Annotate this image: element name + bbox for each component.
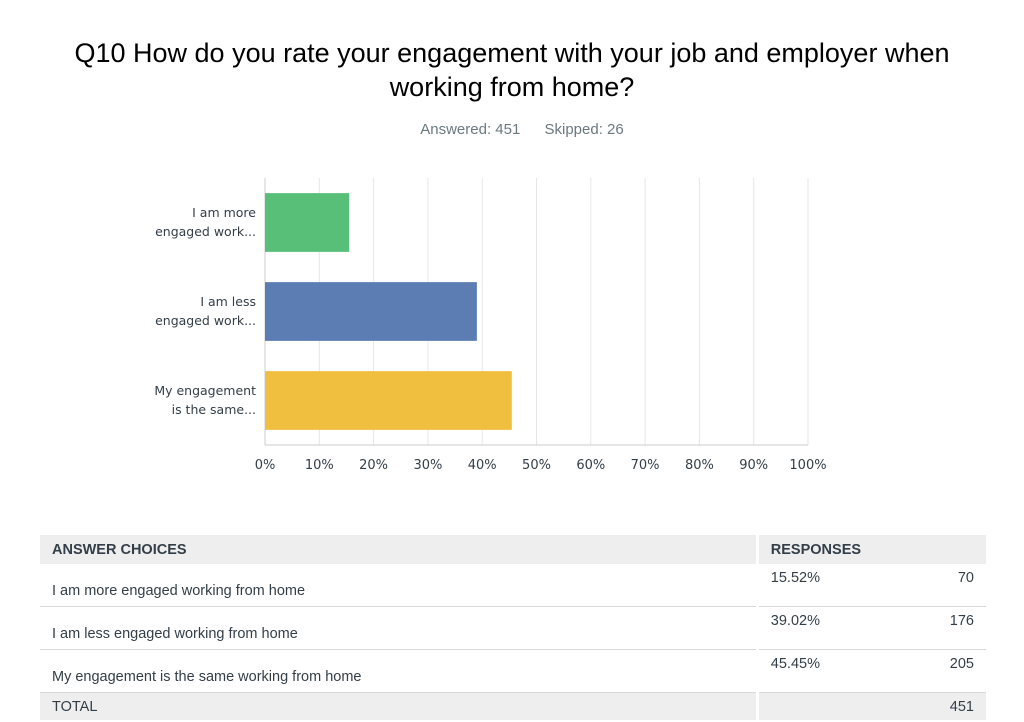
bar: [265, 193, 350, 252]
row-choice: I am more engaged working from home: [40, 564, 758, 607]
answered-count: Answered: 451: [420, 121, 521, 138]
row-percent: 45.45%: [755, 649, 883, 693]
responses-header: RESPONSES: [755, 535, 986, 564]
x-tick-label: 20%: [359, 458, 388, 473]
row-count: 205: [882, 649, 986, 693]
total-row: TOTAL 451: [40, 692, 986, 720]
total-blank: [755, 692, 883, 720]
category-label: engaged work...: [155, 224, 256, 239]
bar: [265, 282, 477, 341]
x-tick-label: 50%: [522, 458, 551, 473]
question-title: Q10 How do you rate your engagement with…: [74, 38, 950, 102]
category-label: engaged work...: [155, 313, 256, 328]
category-label: I am more: [192, 205, 256, 220]
row-percent: 39.02%: [755, 606, 883, 650]
table-row: I am less engaged working from home 39.0…: [40, 606, 986, 650]
row-choice: I am less engaged working from home: [40, 606, 758, 650]
x-tick-label: 40%: [468, 458, 497, 473]
total-count: 451: [882, 692, 986, 720]
x-tick-label: 80%: [685, 458, 714, 473]
bar-chart: 0% 10% 20% 30% 40% 50% 60% 70% 80% 90% 100% I am mo…: [154, 178, 827, 473]
table-row: My engagement is the same working from h…: [40, 649, 986, 693]
x-tick-label: 10%: [305, 458, 334, 473]
skipped-count: Skipped: 26: [544, 121, 624, 138]
response-stats: Answered: 451 Skipped: 26: [0, 121, 1024, 138]
answer-choices-header: ANSWER CHOICES: [40, 535, 758, 564]
x-tick-label: 90%: [739, 458, 768, 473]
table-header-row: ANSWER CHOICES RESPONSES: [40, 535, 986, 564]
category-label: I am less: [200, 294, 256, 309]
row-count: 70: [882, 564, 986, 607]
total-label: TOTAL: [40, 692, 758, 720]
row-count: 176: [882, 606, 986, 650]
row-percent: 15.52%: [755, 564, 883, 607]
category-label: is the same...: [172, 402, 256, 417]
row-choice: My engagement is the same working from h…: [40, 649, 758, 693]
x-tick-label: 100%: [789, 458, 826, 473]
x-tick-label: 70%: [631, 458, 660, 473]
results-table: ANSWER CHOICES RESPONSES I am more engag…: [40, 535, 986, 720]
bar: [265, 371, 512, 430]
x-tick-label: 60%: [576, 458, 605, 473]
x-tick-label: 0%: [255, 458, 276, 473]
x-tick-label: 30%: [413, 458, 442, 473]
category-label: My engagement: [154, 383, 256, 398]
table-row: I am more engaged working from home 15.5…: [40, 564, 986, 607]
